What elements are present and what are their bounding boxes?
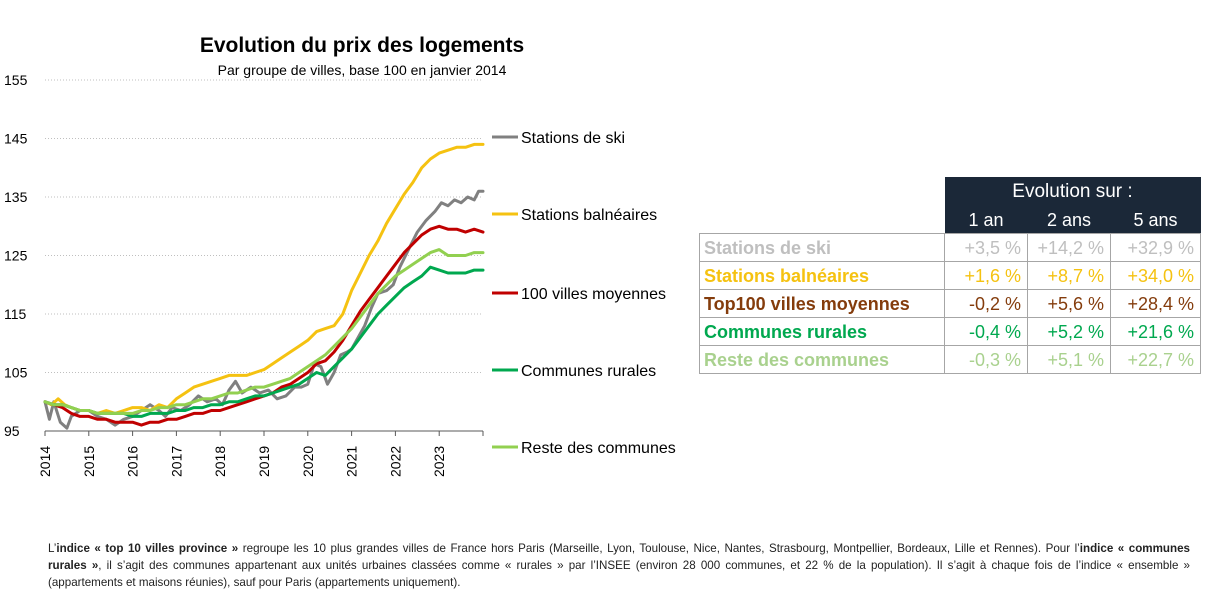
value-2ans: +14,2 % [1027, 233, 1111, 262]
x-tick-label: 2023 [431, 446, 447, 477]
value-2ans: +5,1 % [1027, 345, 1111, 374]
value-1an: -0,3 % [944, 345, 1028, 374]
table-row: Communes rurales -0,4 % +5,2 % +21,6 % [699, 317, 1201, 346]
series-line [43, 265, 485, 418]
y-tick-label: 155 [4, 72, 28, 88]
footnote-text: L’ [48, 542, 57, 555]
table-corner [699, 177, 945, 206]
value-5ans: +32,9 % [1110, 233, 1201, 262]
row-label: Reste des communes [699, 345, 945, 374]
evolution-table: Evolution sur : 1 an 2 ans 5 ans Station… [699, 177, 1201, 374]
y-tick-label: 125 [4, 248, 28, 264]
y-tick-label: 145 [4, 131, 28, 147]
legend-label: Communes rurales [521, 363, 656, 380]
chart-subtitle: Par groupe de villes, base 100 en janvie… [217, 62, 507, 78]
row-label: Stations balnéaires [699, 261, 945, 290]
x-tick-label: 2021 [344, 446, 360, 477]
x-tick-label: 2017 [168, 446, 184, 477]
footnote-text: regroupe les 10 plus grandes villes de F… [238, 542, 1080, 555]
legend-label: 100 villes moyennes [521, 286, 666, 303]
x-tick-label: 2014 [37, 446, 53, 477]
x-tick-label: 2015 [81, 446, 97, 477]
y-tick-label: 115 [4, 306, 27, 322]
table-column-header: 1 an [944, 206, 1028, 234]
footnote-bold: indice « top 10 villes province » [56, 542, 239, 555]
value-1an: -0,4 % [944, 317, 1028, 346]
legend-label: Reste des communes [521, 440, 676, 457]
y-tick-label: 135 [4, 189, 28, 205]
table-column-header: 5 ans [1110, 206, 1201, 234]
row-label: Communes rurales [699, 317, 945, 346]
value-1an: +3,5 % [944, 233, 1028, 262]
value-2ans: +5,6 % [1027, 289, 1111, 318]
x-tick-label: 2018 [212, 446, 228, 477]
table-row: Top100 villes moyennes -0,2 % +5,6 % +28… [699, 289, 1201, 318]
value-2ans: +8,7 % [1027, 261, 1111, 290]
series-line [43, 248, 485, 415]
x-tick-label: 2022 [387, 446, 403, 477]
x-tick-label: 2019 [256, 446, 272, 477]
line-chart: 95 105 115 125 135 145 155 2014 2015 2016 2017 2018… [4, 72, 676, 477]
value-5ans: +21,6 % [1110, 317, 1201, 346]
table-corner [699, 206, 945, 234]
row-label: Top100 villes moyennes [699, 289, 945, 318]
x-tick-label: 2016 [125, 446, 141, 477]
series-line [43, 189, 485, 430]
value-5ans: +34,0 % [1110, 261, 1201, 290]
value-1an: -0,2 % [944, 289, 1028, 318]
legend-label: Stations de ski [521, 130, 625, 147]
table-row: Stations balnéaires +1,6 % +8,7 % +34,0 … [699, 261, 1201, 290]
table-row: Stations de ski +3,5 % +14,2 % +32,9 % [699, 233, 1201, 262]
legend-label: Stations balnéaires [521, 207, 657, 224]
value-5ans: +28,4 % [1110, 289, 1201, 318]
row-label: Stations de ski [699, 233, 945, 262]
y-tick-label: 105 [4, 365, 28, 381]
value-5ans: +22,7 % [1110, 345, 1201, 374]
table-row: Reste des communes -0,3 % +5,1 % +22,7 % [699, 345, 1201, 374]
footnote: L’indice « top 10 villes province » regr… [48, 540, 1190, 591]
table-header-title: Evolution sur : [944, 177, 1201, 206]
chart-title: Evolution du prix des logements [199, 34, 525, 57]
value-1an: +1,6 % [944, 261, 1028, 290]
footnote-bold: indice « communes rurales » [48, 542, 1190, 572]
table-column-header: 2 ans [1027, 206, 1111, 234]
value-2ans: +5,2 % [1027, 317, 1111, 346]
y-tick-label: 95 [4, 423, 20, 439]
x-tick-label: 2020 [300, 446, 316, 477]
footnote-text: , il s’agit des communes appartenant aux… [48, 559, 1190, 589]
